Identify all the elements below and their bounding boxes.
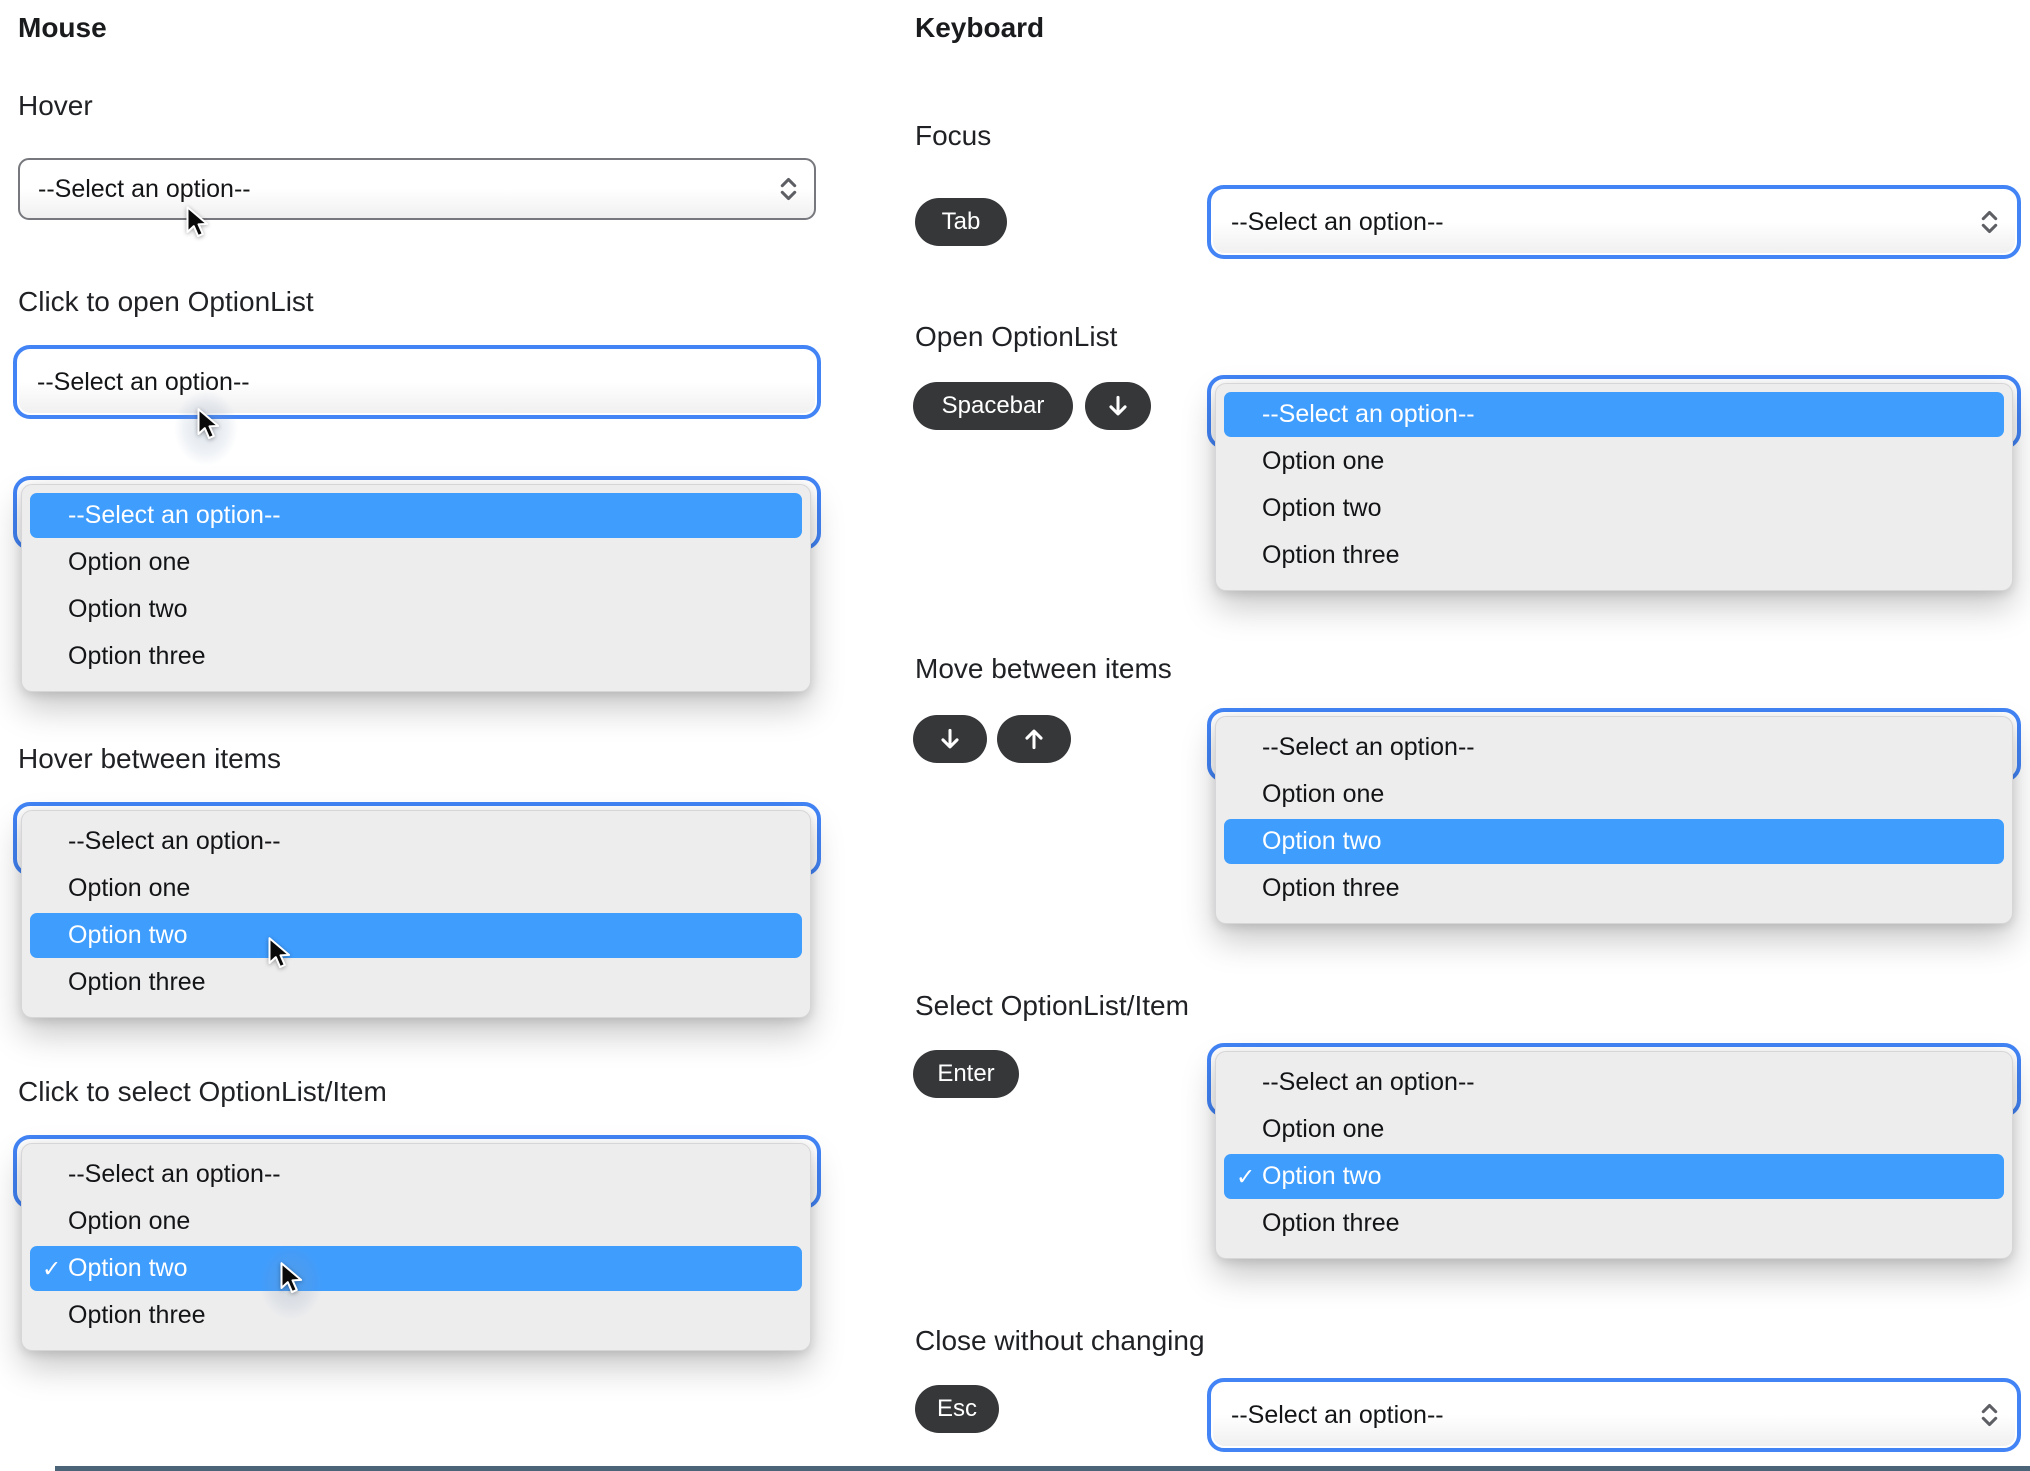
arrow-up-icon [1025,729,1043,750]
key-enter: Enter [913,1050,1019,1098]
arrow-down-icon [1109,395,1127,416]
option-item-highlighted[interactable]: Option two [1224,819,2004,864]
option-item[interactable]: Option three [1262,1209,1400,1237]
click-select-label: Click to select OptionList/Item [18,1076,387,1107]
option-item[interactable]: --Select an option-- [1262,1068,1475,1096]
key-tab: Tab [915,198,1007,246]
option-label: Option two [1262,1162,1382,1190]
optionlist-panel: --Select an option-- Option one Option t… [1215,383,2013,591]
option-item-highlighted[interactable]: Option two [30,913,802,958]
optionlist-panel: --Select an option-- Option one ✓ Option… [21,1143,811,1351]
option-item[interactable]: Option one [68,874,191,902]
chevron-updown-icon [1981,1403,1998,1427]
checkmark-icon: ✓ [1236,1163,1256,1189]
optionlist-panel: --Select an option-- Option one Option t… [1215,716,2013,924]
bottom-divider [55,1466,2030,1471]
option-item[interactable]: Option three [1262,541,1400,569]
option-label: Option two [68,1254,188,1282]
option-item[interactable]: Option three [68,642,206,670]
checkmark-icon: ✓ [42,1255,62,1281]
key-arrow-up [997,715,1071,763]
option-item[interactable]: Option one [68,548,191,576]
option-item-highlighted[interactable]: --Select an option-- [1224,392,2004,437]
focus-label: Focus [915,120,992,151]
option-item[interactable]: --Select an option-- [1262,733,1475,761]
option-item[interactable]: Option two [1262,494,1382,522]
option-item-highlighted[interactable]: --Select an option-- [30,493,802,538]
close-without-label: Close without changing [915,1325,1205,1356]
option-item[interactable]: Option three [68,1301,206,1329]
key-spacebar: Spacebar [913,382,1073,430]
option-item[interactable]: Option one [1262,447,1385,475]
move-between-label: Move between items [915,653,1172,684]
option-item[interactable]: Option one [1262,780,1385,808]
option-item[interactable]: Option one [68,1207,191,1235]
key-arrow-down [913,715,987,763]
chevron-updown-icon [1981,210,1998,234]
select-focused[interactable]: --Select an option-- [1207,185,2021,259]
select-item-label: Select OptionList/Item [915,990,1189,1021]
select-value: --Select an option-- [1231,1400,1444,1429]
open-optionlist-label: Open OptionList [915,321,1118,352]
select-focused[interactable]: --Select an option-- [13,345,821,419]
option-item[interactable]: Option three [1262,874,1400,902]
option-item-selected[interactable]: ✓ Option two [1224,1154,2004,1199]
hover-between-label: Hover between items [18,743,282,774]
key-esc: Esc [915,1385,999,1433]
select-focused[interactable]: --Select an option-- [1207,1378,2021,1452]
select-value: --Select an option-- [1231,207,1444,236]
option-item[interactable]: Option one [1262,1115,1385,1143]
click-open-label: Click to open OptionList [18,286,314,317]
mouse-heading: Mouse [18,12,107,43]
select-hover[interactable]: --Select an option-- [18,158,816,220]
cursor-icon [186,206,209,238]
option-item[interactable]: --Select an option-- [68,827,281,855]
optionlist-panel: --Select an option-- Option one Option t… [21,484,811,692]
cursor-icon [268,937,291,969]
select-value: --Select an option-- [38,174,251,203]
option-item-selected[interactable]: ✓ Option two [30,1246,802,1291]
optionlist-panel: --Select an option-- Option one ✓ Option… [1215,1051,2013,1259]
cursor-icon [197,408,220,440]
option-item[interactable]: Option two [68,595,188,623]
select-value: --Select an option-- [37,367,250,396]
option-item[interactable]: Option three [68,968,206,996]
chevron-updown-icon [780,177,797,201]
hover-label: Hover [18,90,93,121]
cursor-icon [280,1262,303,1294]
option-item[interactable]: --Select an option-- [68,1160,281,1188]
keyboard-heading: Keyboard [915,12,1045,43]
optionlist-panel: --Select an option-- Option one Option t… [21,810,811,1018]
key-arrow-down [1085,382,1151,430]
arrow-down-icon [941,728,959,749]
